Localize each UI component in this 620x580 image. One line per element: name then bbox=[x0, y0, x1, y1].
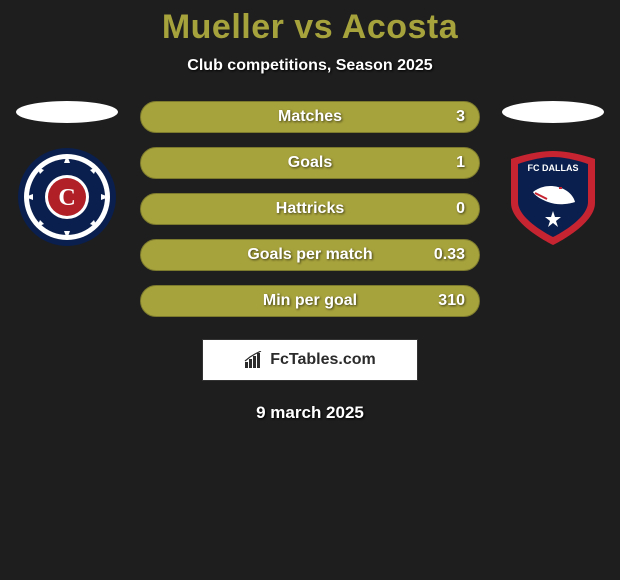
stat-value: 1 bbox=[456, 154, 465, 172]
stat-label: Min per goal bbox=[263, 292, 357, 310]
right-club-badge: FC DALLAS bbox=[503, 147, 603, 247]
stat-row-goals: Goals 1 bbox=[140, 147, 480, 179]
stat-value: 0 bbox=[456, 200, 465, 218]
bar-chart-icon bbox=[244, 351, 264, 369]
fc-dallas-icon: FC DALLAS bbox=[503, 147, 603, 247]
svg-text:FC DALLAS: FC DALLAS bbox=[528, 163, 579, 173]
brand-watermark[interactable]: FcTables.com bbox=[202, 339, 418, 381]
stat-row-goals-per-match: Goals per match 0.33 bbox=[140, 239, 480, 271]
svg-text:C: C bbox=[58, 185, 75, 211]
chicago-fire-icon: C bbox=[17, 147, 117, 247]
right-player-column: FC DALLAS bbox=[498, 101, 608, 247]
page-title: Mueller vs Acosta bbox=[0, 8, 620, 47]
right-player-photo-placeholder bbox=[502, 101, 604, 123]
brand-text: FcTables.com bbox=[270, 351, 376, 369]
page-subtitle: Club competitions, Season 2025 bbox=[0, 57, 620, 75]
stat-value: 0.33 bbox=[434, 246, 465, 264]
date-line: 9 march 2025 bbox=[0, 403, 620, 423]
left-player-photo-placeholder bbox=[16, 101, 118, 123]
stat-row-matches: Matches 3 bbox=[140, 101, 480, 133]
comparison-card: Mueller vs Acosta Club competitions, Sea… bbox=[0, 0, 620, 423]
stat-value: 310 bbox=[438, 292, 465, 310]
stat-row-hattricks: Hattricks 0 bbox=[140, 193, 480, 225]
main-row: C Matches 3 Goals 1 Hattricks 0 Goals pe… bbox=[0, 101, 620, 317]
stat-label: Goals per match bbox=[247, 246, 372, 264]
stat-row-min-per-goal: Min per goal 310 bbox=[140, 285, 480, 317]
stats-column: Matches 3 Goals 1 Hattricks 0 Goals per … bbox=[140, 101, 480, 317]
left-player-column: C bbox=[12, 101, 122, 247]
stat-label: Hattricks bbox=[276, 200, 344, 218]
left-club-badge: C bbox=[17, 147, 117, 247]
stat-value: 3 bbox=[456, 108, 465, 126]
stat-label: Goals bbox=[288, 154, 332, 172]
stat-label: Matches bbox=[278, 108, 342, 126]
